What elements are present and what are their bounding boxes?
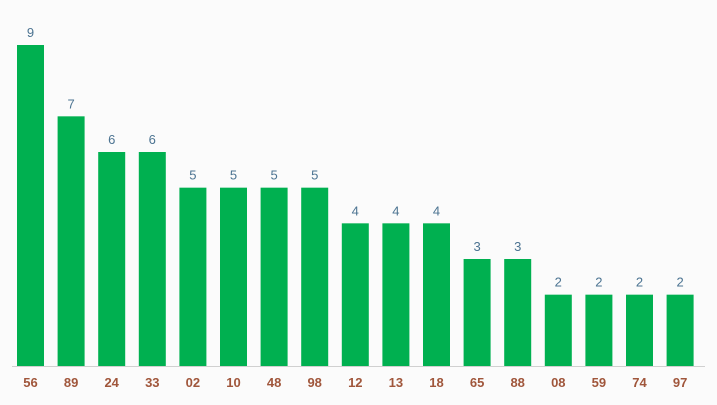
category-label-13: 13 xyxy=(389,375,403,390)
value-label-65: 3 xyxy=(473,239,480,254)
value-labels-group: 9 7 6 6 5 5 5 5 4 4 4 3 3 2 2 2 2 xyxy=(27,25,684,290)
bar-13 xyxy=(382,223,410,366)
category-label-18: 18 xyxy=(429,375,443,390)
value-label-59: 2 xyxy=(595,275,602,290)
category-label-08: 08 xyxy=(551,375,565,390)
bar-56 xyxy=(17,45,44,366)
category-label-89: 89 xyxy=(64,375,78,390)
value-label-08: 2 xyxy=(555,275,562,290)
bar-89 xyxy=(57,116,85,366)
value-label-24: 6 xyxy=(108,132,115,147)
bar-65 xyxy=(463,259,491,366)
value-label-48: 5 xyxy=(270,168,277,183)
category-label-74: 74 xyxy=(632,375,647,390)
value-label-89: 7 xyxy=(67,96,74,111)
value-label-88: 3 xyxy=(514,239,521,254)
category-label-59: 59 xyxy=(592,375,606,390)
bar-08 xyxy=(544,294,572,366)
category-label-48: 48 xyxy=(267,375,281,390)
bar-88 xyxy=(504,259,532,366)
bar-97 xyxy=(666,294,694,366)
bar-33 xyxy=(138,152,166,366)
bar-12 xyxy=(341,223,369,366)
category-label-24: 24 xyxy=(104,375,119,390)
bar-98 xyxy=(301,187,329,366)
category-label-88: 88 xyxy=(510,375,524,390)
category-label-33: 33 xyxy=(145,375,159,390)
value-label-10: 5 xyxy=(230,168,237,183)
bar-24 xyxy=(98,152,126,366)
category-label-12: 12 xyxy=(348,375,362,390)
value-label-97: 2 xyxy=(676,275,683,290)
value-label-02: 5 xyxy=(189,168,196,183)
value-label-56: 9 xyxy=(27,25,34,40)
bar-59 xyxy=(585,294,613,366)
category-label-97: 97 xyxy=(673,375,687,390)
category-labels-group: 56 89 24 33 02 10 48 98 12 13 18 65 88 08 59 74 97 xyxy=(23,375,687,390)
value-label-18: 4 xyxy=(433,203,440,218)
category-label-65: 65 xyxy=(470,375,484,390)
category-label-02: 02 xyxy=(186,375,200,390)
value-label-13: 4 xyxy=(392,203,399,218)
category-label-56: 56 xyxy=(23,375,37,390)
category-label-10: 10 xyxy=(226,375,240,390)
category-label-98: 98 xyxy=(307,375,321,390)
bar-02 xyxy=(179,187,207,366)
bar-18 xyxy=(423,223,450,366)
bar-74 xyxy=(626,294,653,366)
bar-10 xyxy=(220,187,247,366)
bar-48 xyxy=(260,187,288,366)
value-label-33: 6 xyxy=(149,132,156,147)
bars-group xyxy=(17,45,694,366)
value-label-12: 4 xyxy=(352,203,359,218)
value-label-98: 5 xyxy=(311,168,318,183)
value-label-74: 2 xyxy=(636,275,643,290)
